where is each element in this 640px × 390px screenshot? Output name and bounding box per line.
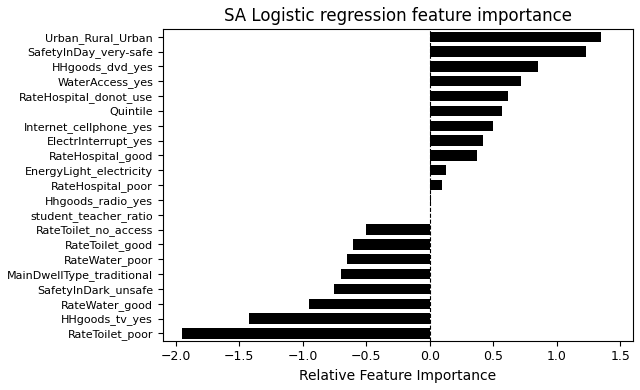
Title: SA Logistic regression feature importance: SA Logistic regression feature importanc… <box>224 7 572 25</box>
Bar <box>182 328 429 339</box>
Bar <box>429 195 431 205</box>
Bar <box>340 269 429 279</box>
Bar <box>429 46 586 57</box>
Bar <box>366 224 429 235</box>
Bar <box>309 298 429 309</box>
Bar <box>353 239 429 250</box>
Bar <box>429 76 521 87</box>
Bar <box>429 180 442 190</box>
Bar <box>429 32 602 42</box>
Bar <box>429 106 502 116</box>
Bar <box>429 165 446 176</box>
X-axis label: Relative Feature Importance: Relative Feature Importance <box>300 369 497 383</box>
Bar <box>429 121 493 131</box>
Bar <box>249 313 429 324</box>
Bar <box>429 61 538 71</box>
Bar <box>429 91 509 101</box>
Bar <box>429 150 477 161</box>
Bar <box>347 254 429 264</box>
Bar <box>334 284 429 294</box>
Bar <box>429 135 483 146</box>
